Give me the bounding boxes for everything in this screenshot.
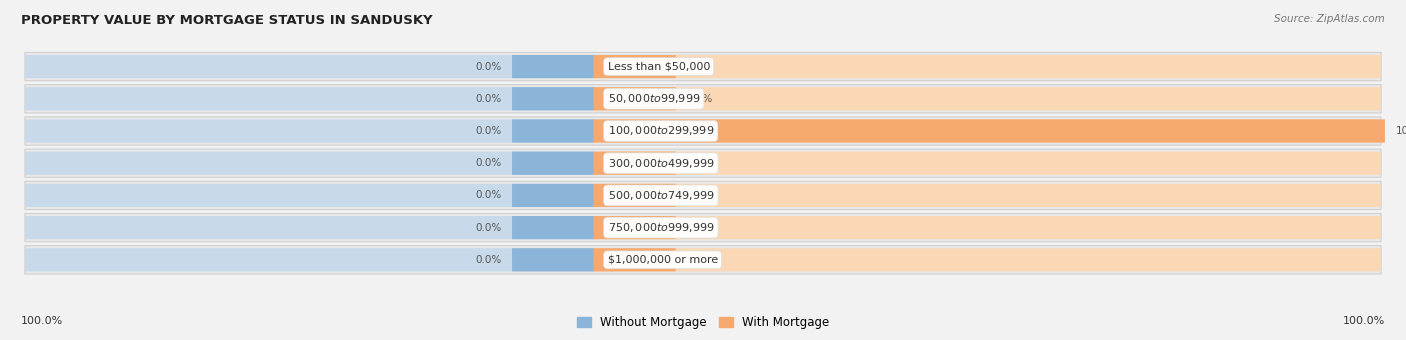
Text: $500,000 to $749,999: $500,000 to $749,999 [607,189,714,202]
FancyBboxPatch shape [593,119,1381,142]
Text: 0.0%: 0.0% [686,223,713,233]
FancyBboxPatch shape [512,119,593,142]
Text: 0.0%: 0.0% [686,94,713,104]
Text: 0.0%: 0.0% [686,158,713,168]
FancyBboxPatch shape [593,248,1381,271]
FancyBboxPatch shape [593,87,676,110]
Text: Source: ZipAtlas.com: Source: ZipAtlas.com [1274,14,1385,23]
FancyBboxPatch shape [593,55,676,78]
Text: 0.0%: 0.0% [475,255,501,265]
Text: 100.0%: 100.0% [21,317,63,326]
FancyBboxPatch shape [512,248,593,271]
FancyBboxPatch shape [25,87,593,110]
Text: 0.0%: 0.0% [686,255,713,265]
Text: 0.0%: 0.0% [475,94,501,104]
FancyBboxPatch shape [25,85,1381,113]
Text: Less than $50,000: Less than $50,000 [607,62,710,71]
FancyBboxPatch shape [593,216,676,239]
FancyBboxPatch shape [25,149,1381,177]
FancyBboxPatch shape [593,87,1381,110]
Text: $100,000 to $299,999: $100,000 to $299,999 [607,124,714,137]
FancyBboxPatch shape [512,184,593,207]
FancyBboxPatch shape [25,184,593,207]
FancyBboxPatch shape [25,117,1381,145]
FancyBboxPatch shape [25,52,1381,81]
FancyBboxPatch shape [593,152,1381,175]
FancyBboxPatch shape [25,248,593,271]
FancyBboxPatch shape [25,181,1381,209]
Text: $750,000 to $999,999: $750,000 to $999,999 [607,221,714,234]
Text: 0.0%: 0.0% [475,126,501,136]
FancyBboxPatch shape [593,184,676,207]
FancyBboxPatch shape [512,55,593,78]
FancyBboxPatch shape [25,55,593,78]
Legend: Without Mortgage, With Mortgage: Without Mortgage, With Mortgage [572,311,834,334]
FancyBboxPatch shape [593,152,676,175]
Text: 100.0%: 100.0% [1343,317,1385,326]
FancyBboxPatch shape [25,216,593,239]
Text: 0.0%: 0.0% [475,190,501,200]
Text: $50,000 to $99,999: $50,000 to $99,999 [607,92,700,105]
FancyBboxPatch shape [593,216,1381,239]
FancyBboxPatch shape [593,55,1381,78]
FancyBboxPatch shape [25,246,1381,274]
FancyBboxPatch shape [593,248,676,271]
Text: 0.0%: 0.0% [475,62,501,71]
FancyBboxPatch shape [512,87,593,110]
Text: PROPERTY VALUE BY MORTGAGE STATUS IN SANDUSKY: PROPERTY VALUE BY MORTGAGE STATUS IN SAN… [21,14,433,27]
FancyBboxPatch shape [593,184,1381,207]
Text: 0.0%: 0.0% [475,223,501,233]
Text: 100.0%: 100.0% [1396,126,1406,136]
Text: 0.0%: 0.0% [686,62,713,71]
FancyBboxPatch shape [25,214,1381,242]
Text: $1,000,000 or more: $1,000,000 or more [607,255,718,265]
FancyBboxPatch shape [512,216,593,239]
FancyBboxPatch shape [25,152,593,175]
FancyBboxPatch shape [593,119,1385,142]
Text: $300,000 to $499,999: $300,000 to $499,999 [607,157,714,170]
Text: 0.0%: 0.0% [686,190,713,200]
FancyBboxPatch shape [512,152,593,175]
Text: 0.0%: 0.0% [475,158,501,168]
FancyBboxPatch shape [25,119,593,142]
